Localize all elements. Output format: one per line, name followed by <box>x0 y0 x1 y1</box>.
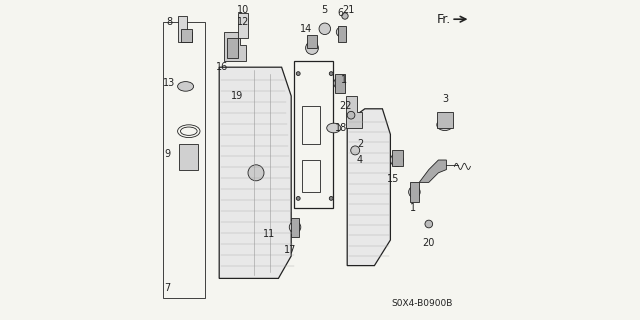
Ellipse shape <box>330 72 333 76</box>
Ellipse shape <box>289 221 301 233</box>
Text: 7: 7 <box>164 283 170 293</box>
Text: 21: 21 <box>342 4 355 15</box>
Bar <box>163 22 205 298</box>
Polygon shape <box>335 74 345 93</box>
Ellipse shape <box>237 86 245 93</box>
Ellipse shape <box>306 42 319 54</box>
Ellipse shape <box>326 123 341 133</box>
Polygon shape <box>346 96 362 128</box>
Text: S0X4-B0900B: S0X4-B0900B <box>392 300 453 308</box>
Text: 8: 8 <box>166 17 172 28</box>
Polygon shape <box>338 26 346 42</box>
Polygon shape <box>239 13 248 38</box>
Polygon shape <box>179 144 198 170</box>
Bar <box>294 61 333 208</box>
Ellipse shape <box>296 72 300 76</box>
Text: 22: 22 <box>339 100 352 111</box>
Text: 13: 13 <box>163 78 175 88</box>
Text: 5: 5 <box>321 4 327 15</box>
Polygon shape <box>419 160 447 182</box>
Bar <box>302 160 320 192</box>
Polygon shape <box>219 67 291 278</box>
Text: 20: 20 <box>422 238 435 248</box>
Text: 9: 9 <box>164 148 170 159</box>
Text: 3: 3 <box>442 94 449 104</box>
Ellipse shape <box>178 82 193 91</box>
Text: 18: 18 <box>335 123 348 133</box>
Polygon shape <box>437 112 453 128</box>
Text: 4: 4 <box>357 155 363 165</box>
Ellipse shape <box>409 186 420 198</box>
Ellipse shape <box>347 111 355 119</box>
Text: 11: 11 <box>262 228 275 239</box>
Ellipse shape <box>337 27 346 37</box>
Bar <box>302 106 320 144</box>
Text: 1: 1 <box>410 203 416 213</box>
Ellipse shape <box>390 154 403 166</box>
Text: 19: 19 <box>230 91 243 101</box>
Ellipse shape <box>437 119 453 131</box>
Polygon shape <box>307 35 317 48</box>
Text: 12: 12 <box>237 17 250 28</box>
Ellipse shape <box>248 165 264 181</box>
Text: 1: 1 <box>341 75 347 85</box>
Ellipse shape <box>296 196 300 200</box>
Polygon shape <box>178 16 192 42</box>
Ellipse shape <box>330 196 333 200</box>
Ellipse shape <box>334 77 346 89</box>
Polygon shape <box>410 182 419 202</box>
Polygon shape <box>227 38 239 58</box>
Ellipse shape <box>425 220 433 228</box>
Polygon shape <box>181 29 192 42</box>
Polygon shape <box>291 218 300 237</box>
Text: 17: 17 <box>284 244 297 255</box>
Polygon shape <box>392 150 403 166</box>
Text: 6: 6 <box>337 8 343 18</box>
Text: 2: 2 <box>357 139 363 149</box>
Text: Fr.: Fr. <box>437 13 451 26</box>
Polygon shape <box>224 32 246 61</box>
Text: 15: 15 <box>387 174 399 184</box>
Ellipse shape <box>342 13 348 19</box>
Text: 16: 16 <box>216 62 228 72</box>
Ellipse shape <box>351 146 360 155</box>
Text: 14: 14 <box>300 24 312 34</box>
Ellipse shape <box>319 23 331 35</box>
Polygon shape <box>347 109 390 266</box>
Text: 10: 10 <box>237 4 250 15</box>
